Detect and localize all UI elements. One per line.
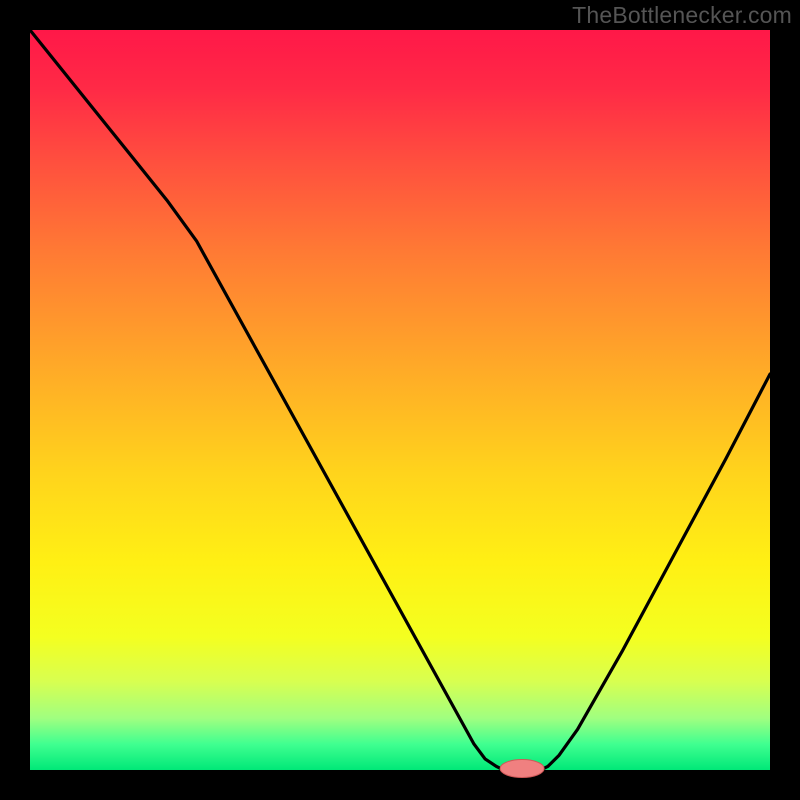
bottleneck-chart [0, 0, 800, 800]
plot-background [30, 30, 770, 770]
sweet-spot-marker [500, 760, 544, 778]
watermark-text: TheBottlenecker.com [572, 2, 792, 29]
chart-container: TheBottlenecker.com [0, 0, 800, 800]
